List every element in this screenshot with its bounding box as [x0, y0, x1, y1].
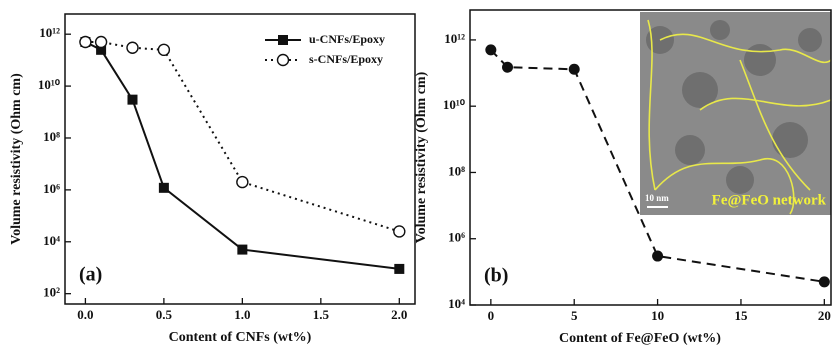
marker [569, 64, 580, 75]
y-tick-label: 10⁸ [43, 129, 60, 144]
y-tick-label: 10² [43, 285, 60, 300]
x-tick-label: 2.0 [391, 307, 407, 322]
inset-texture [726, 166, 754, 194]
inset-label: Fe@FeO network [712, 192, 827, 208]
marker [278, 55, 289, 66]
inset-texture [798, 28, 822, 52]
marker [819, 276, 830, 287]
marker [237, 245, 247, 255]
x-tick-label: 0.5 [156, 307, 173, 322]
marker [158, 44, 169, 55]
y-tick-label: 10⁴ [448, 296, 465, 311]
x-axis-title: Content of Fe@FeO (wt%) [559, 331, 721, 346]
marker [485, 44, 496, 55]
inset-texture [710, 20, 730, 40]
y-tick-label: 10⁴ [43, 233, 60, 248]
marker [127, 95, 137, 105]
marker [237, 177, 248, 188]
series-line [85, 42, 399, 269]
y-tick-label: 10⁶ [43, 181, 60, 196]
x-tick-label: 0 [488, 308, 495, 323]
marker [278, 35, 288, 45]
y-tick-label: 10¹² [444, 31, 465, 46]
series-line [85, 42, 399, 231]
panel-label: (a) [79, 264, 102, 286]
panel-label: (b) [484, 265, 508, 287]
y-tick-label: 10¹⁰ [443, 97, 466, 112]
y-axis-title: Volume resistivity (Ohm cm) [414, 71, 429, 243]
x-tick-label: 5 [571, 308, 578, 323]
y-tick-label: 10⁸ [448, 163, 465, 178]
y-tick-label: 10⁶ [448, 230, 465, 245]
marker [394, 226, 405, 237]
inset-scale-text: 10 nm [645, 193, 669, 203]
marker [652, 251, 663, 262]
y-tick-label: 10¹² [39, 25, 60, 40]
x-tick-label: 1.5 [313, 307, 330, 322]
inset-texture [744, 44, 776, 76]
y-axis-title: Volume resistivity (Ohm cm) [9, 73, 24, 245]
legend-label: u-CNFs/Epoxy [309, 32, 385, 46]
y-tick-label: 10¹⁰ [38, 77, 61, 92]
x-tick-label: 15 [734, 308, 748, 323]
inset-texture [772, 122, 808, 158]
marker [159, 183, 169, 193]
marker [96, 37, 107, 48]
x-tick-label: 1.0 [234, 307, 250, 322]
legend-label: s-CNFs/Epoxy [309, 52, 383, 66]
x-tick-label: 10 [651, 308, 664, 323]
inset-texture [675, 135, 705, 165]
marker [80, 37, 91, 48]
x-tick-label: 0.0 [77, 307, 93, 322]
figure: 10² 10⁴ 10⁶ 10⁸ 10¹⁰ 10¹² 0.0 0.5 1.0 1.5 2.0 Conte… [0, 0, 832, 350]
marker [127, 42, 138, 53]
x-axis-title: Content of CNFs (wt%) [169, 330, 312, 345]
marker [502, 62, 513, 73]
x-tick-label: 20 [818, 308, 831, 323]
marker [394, 264, 404, 274]
